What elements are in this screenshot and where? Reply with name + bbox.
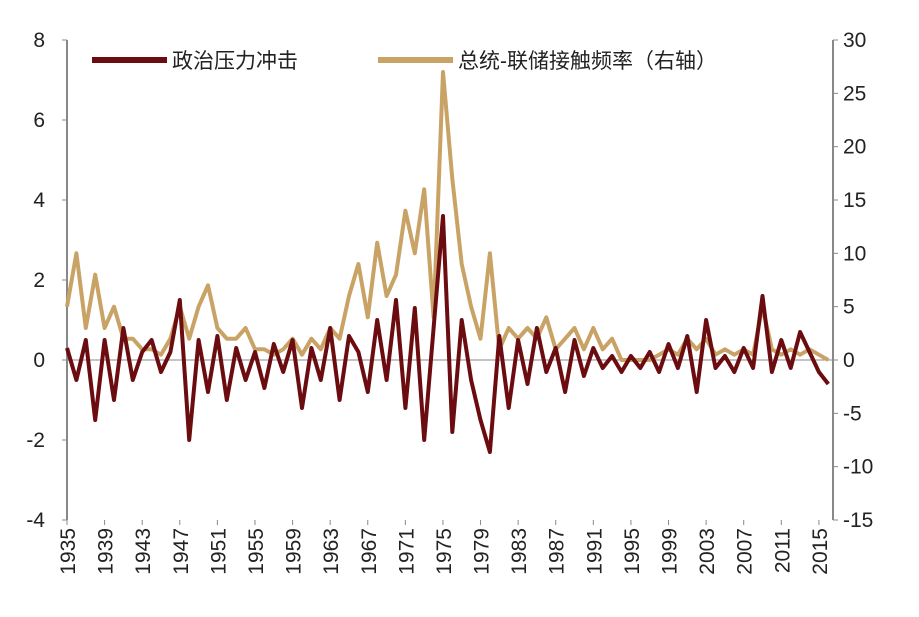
y2-tick-label: 0 [843,349,855,372]
legend-label: 总统-联储接触频率（右轴） [458,50,717,73]
y2-tick-label: 25 [843,82,866,105]
x-tick-label: 1959 [283,528,306,575]
y2-tick-label: 15 [843,189,866,212]
x-tick-label: 1971 [395,528,418,575]
y-tick-label: 4 [33,189,45,212]
y2-tick-label: -15 [843,509,873,532]
x-tick-label: 1979 [471,528,494,575]
x-tick-label: 1967 [358,528,381,575]
y-tick-label: 6 [33,109,45,132]
y-tick-label: 0 [33,349,45,372]
x-tick-label: 1991 [583,528,606,575]
y2-tick-label: 5 [843,296,855,319]
x-tick-label: 1975 [433,528,456,575]
x-tick-label: 1987 [546,528,569,575]
x-tick-label: 1947 [170,528,193,575]
y-tick-label: -2 [26,429,45,452]
y-tick-label: -4 [26,509,45,532]
x-tick-label: 2011 [771,528,794,573]
y2-tick-label: 20 [843,136,866,159]
y2-tick-label: -5 [843,402,862,425]
y2-tick-label: 10 [843,242,866,265]
x-tick-label: 1963 [320,528,343,575]
x-tick-label: 1943 [132,528,155,575]
y2-tick-label: -10 [843,456,873,479]
x-tick-label: 1939 [95,528,118,575]
x-tick-label: 2015 [809,528,832,575]
x-tick-label: 1955 [245,528,268,575]
x-tick-label: 1999 [659,528,682,575]
x-tick-label: 1995 [621,528,644,575]
x-tick-label: 1983 [508,528,531,575]
series-line [65,214,830,454]
x-tick-label: 2003 [696,528,719,575]
legend-label: 政治压力冲击 [172,50,298,73]
x-tick-label: 1935 [57,528,80,575]
y-tick-label: 2 [33,269,45,292]
y2-tick-label: 30 [843,29,866,52]
x-tick-label: 1951 [207,528,230,575]
x-tick-label: 2007 [734,528,757,575]
y-tick-label: 8 [33,29,45,52]
